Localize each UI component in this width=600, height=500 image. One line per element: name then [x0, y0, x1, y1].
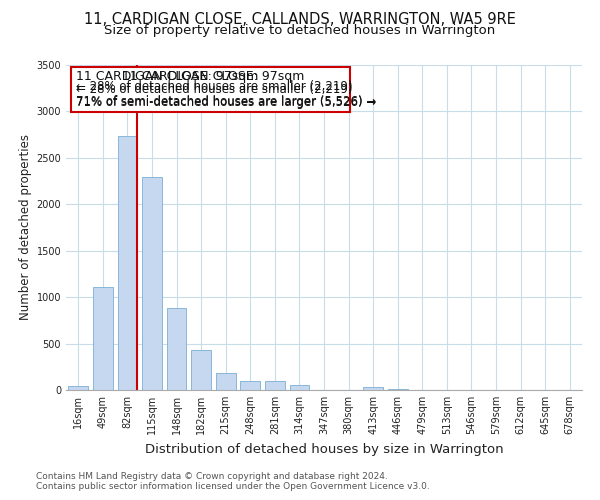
Text: Contains HM Land Registry data © Crown copyright and database right 2024.: Contains HM Land Registry data © Crown c… — [36, 472, 388, 481]
Y-axis label: Number of detached properties: Number of detached properties — [19, 134, 32, 320]
Bar — [241, 380, 260, 390]
Bar — [118, 136, 137, 390]
Text: 71% of semi-detached houses are larger (5,526) →: 71% of semi-detached houses are larger (… — [76, 95, 377, 108]
Bar — [68, 386, 88, 390]
Text: 11 CARDIGAN CLOSE: 97sqm: 11 CARDIGAN CLOSE: 97sqm — [76, 70, 259, 83]
Text: 71% of semi-detached houses are larger (5,526) →: 71% of semi-detached houses are larger (… — [76, 96, 377, 109]
Text: ← 28% of detached houses are smaller (2,219): ← 28% of detached houses are smaller (2,… — [76, 80, 353, 94]
Text: 11, CARDIGAN CLOSE, CALLANDS, WARRINGTON, WA5 9RE: 11, CARDIGAN CLOSE, CALLANDS, WARRINGTON… — [84, 12, 516, 28]
Text: ← 28% of detached houses are smaller (2,219): ← 28% of detached houses are smaller (2,… — [76, 83, 353, 96]
Bar — [191, 350, 211, 390]
FancyBboxPatch shape — [71, 66, 350, 112]
Bar — [167, 308, 187, 390]
Bar — [216, 373, 236, 390]
Bar — [290, 385, 309, 390]
Bar — [93, 287, 113, 390]
Bar — [142, 178, 162, 390]
Text: Contains public sector information licensed under the Open Government Licence v3: Contains public sector information licen… — [36, 482, 430, 491]
Bar — [388, 388, 407, 390]
Bar — [364, 387, 383, 390]
Text: Size of property relative to detached houses in Warrington: Size of property relative to detached ho… — [104, 24, 496, 37]
Text: 11 CARDIGAN CLOSE: 97sqm: 11 CARDIGAN CLOSE: 97sqm — [122, 70, 304, 83]
Bar — [265, 380, 284, 390]
X-axis label: Distribution of detached houses by size in Warrington: Distribution of detached houses by size … — [145, 442, 503, 456]
